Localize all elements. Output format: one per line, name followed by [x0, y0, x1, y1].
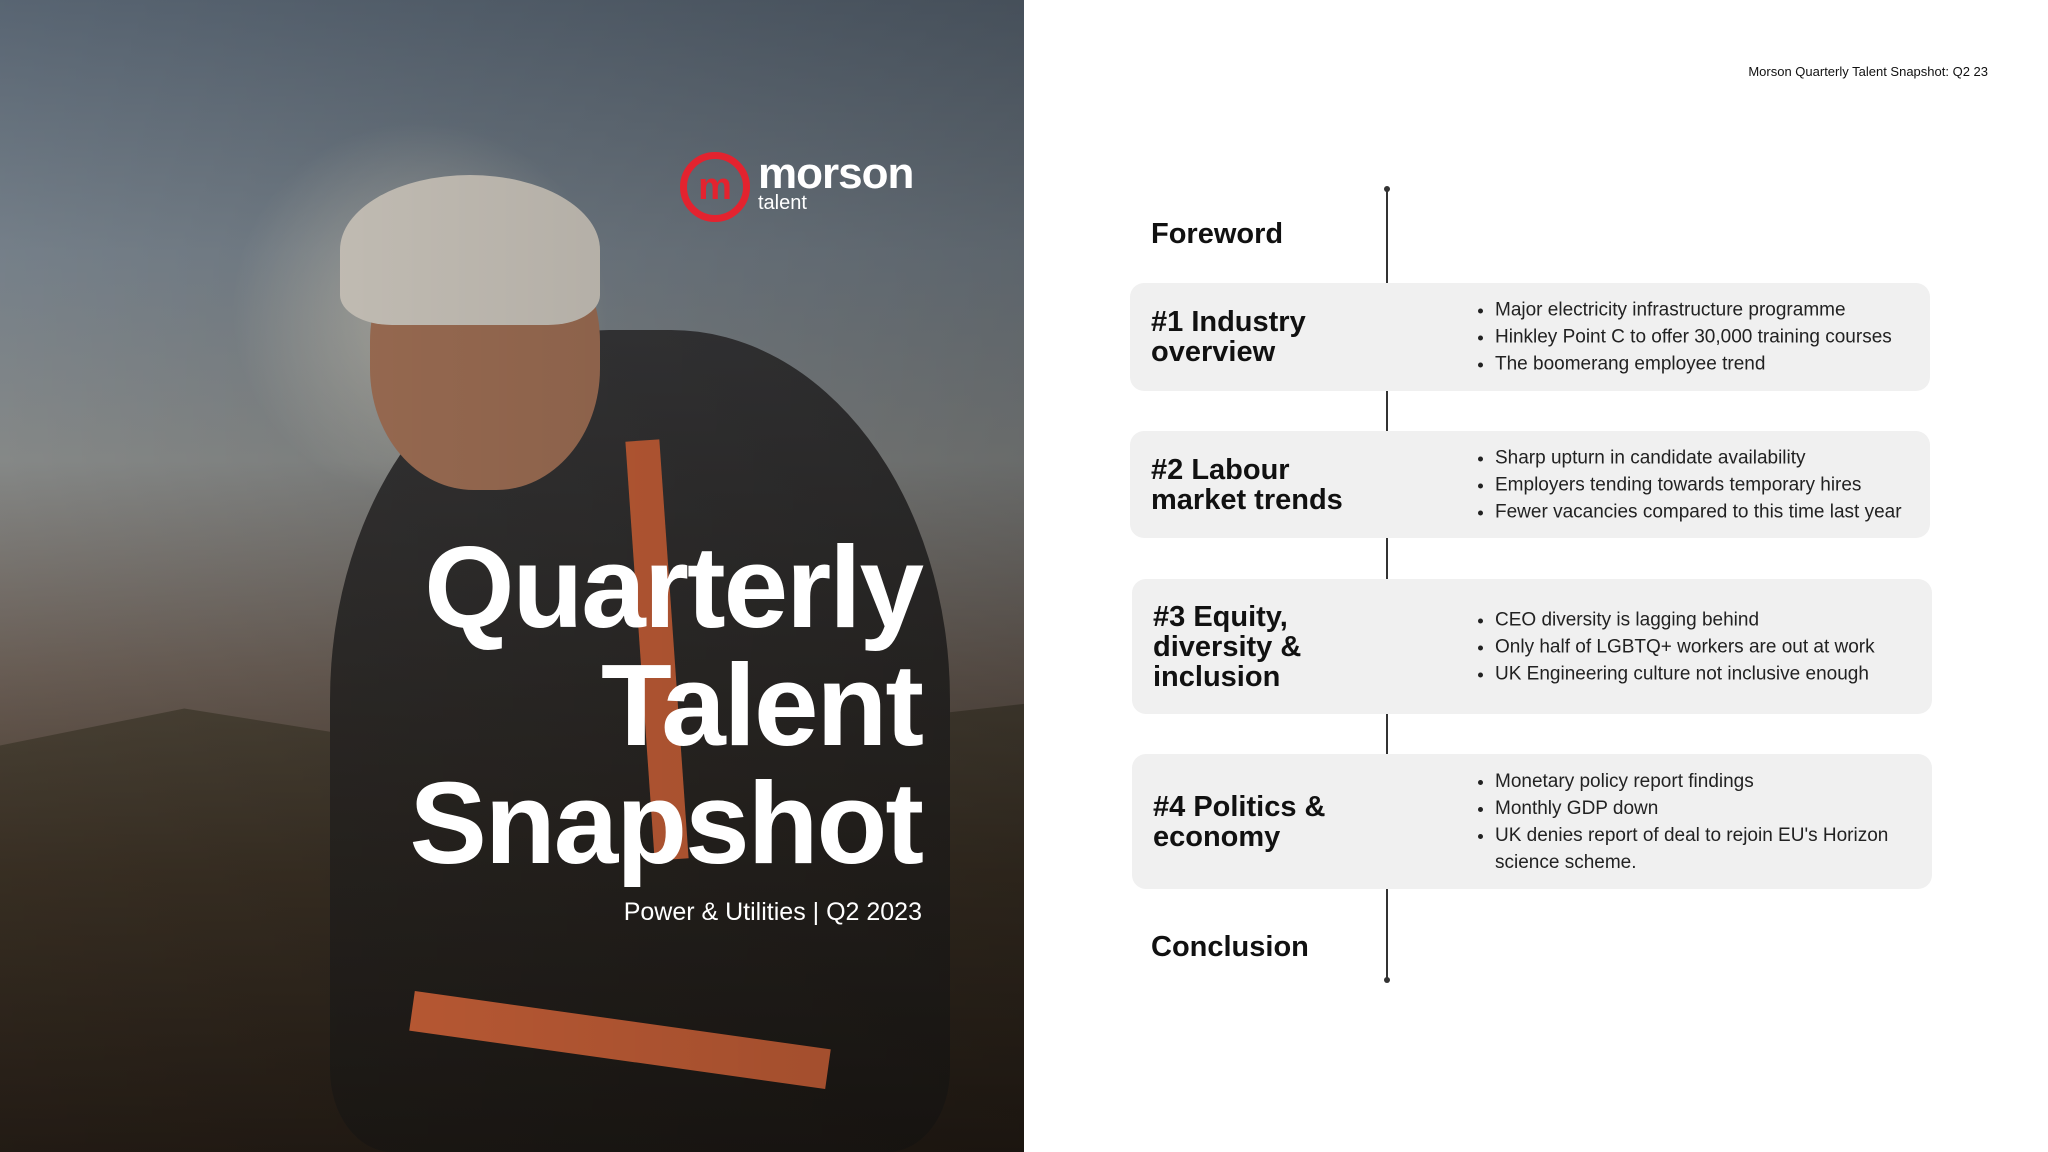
bullet: The boomerang employee trend — [1495, 351, 1935, 378]
photo-shade — [0, 0, 1024, 1152]
section-card-2[interactable]: #2 Labour market trends Sharp upturn in … — [1130, 431, 1930, 538]
section-title: #1 Industry overview — [1151, 306, 1306, 368]
bullet: CEO diversity is lagging behind — [1495, 606, 1935, 633]
bullet: Sharp upturn in candidate availability — [1495, 444, 1935, 471]
section-title: #4 Politics & economy — [1153, 790, 1326, 853]
section-bullets: CEO diversity is lagging behind Only hal… — [1465, 606, 1935, 687]
section-bullets: Monetary policy report findings Monthly … — [1465, 768, 1935, 876]
bullet: Hinkley Point C to offer 30,000 training… — [1495, 324, 1935, 351]
cover-subtitle: Power & Utilities | Q2 2023 — [623, 898, 922, 926]
section-card-4[interactable]: #4 Politics & economy Monetary policy re… — [1132, 754, 1932, 889]
bullet: Fewer vacancies compared to this time la… — [1495, 498, 1935, 525]
bullet: Monthly GDP down — [1495, 795, 1935, 822]
section-title: #2 Labour market trends — [1151, 453, 1343, 516]
title-line: Talent — [601, 640, 924, 770]
logo-mark: m — [680, 152, 750, 222]
hard-hat — [340, 175, 600, 325]
bullet: UK denies report of deal to rejoin EU's … — [1495, 822, 1935, 876]
conclusion-heading[interactable]: Conclusion — [1151, 931, 1309, 963]
running-header: Morson Quarterly Talent Snapshot: Q2 23 — [1748, 64, 1988, 79]
section-card-3[interactable]: #3 Equity, diversity & inclusion CEO div… — [1132, 579, 1932, 714]
morson-logo: m morson talent — [680, 149, 914, 222]
bullet: Monetary policy report findings — [1495, 768, 1935, 795]
section-card-1[interactable]: #1 Industry overview Major electricity i… — [1130, 283, 1930, 391]
section-title: #3 Equity, diversity & inclusion — [1153, 600, 1302, 693]
section-bullets: Major electricity infrastructure program… — [1465, 297, 1935, 378]
cover-title: Quarterly Talent Snapshot — [409, 522, 924, 888]
cover-photo — [0, 0, 1024, 1152]
bullet: Only half of LGBTQ+ workers are out at w… — [1495, 633, 1935, 660]
logo-sub: talent — [758, 192, 807, 214]
bullet: Major electricity infrastructure program… — [1495, 297, 1935, 324]
section-bullets: Sharp upturn in candidate availability E… — [1465, 444, 1935, 525]
foreword-heading[interactable]: Foreword — [1151, 218, 1284, 250]
title-line: Quarterly — [424, 522, 924, 652]
logo-name: morson — [758, 149, 914, 198]
bullet: Employers tending towards temporary hire… — [1495, 471, 1935, 498]
bullet: UK Engineering culture not inclusive eno… — [1495, 660, 1935, 687]
title-line: Snapshot — [409, 758, 924, 888]
